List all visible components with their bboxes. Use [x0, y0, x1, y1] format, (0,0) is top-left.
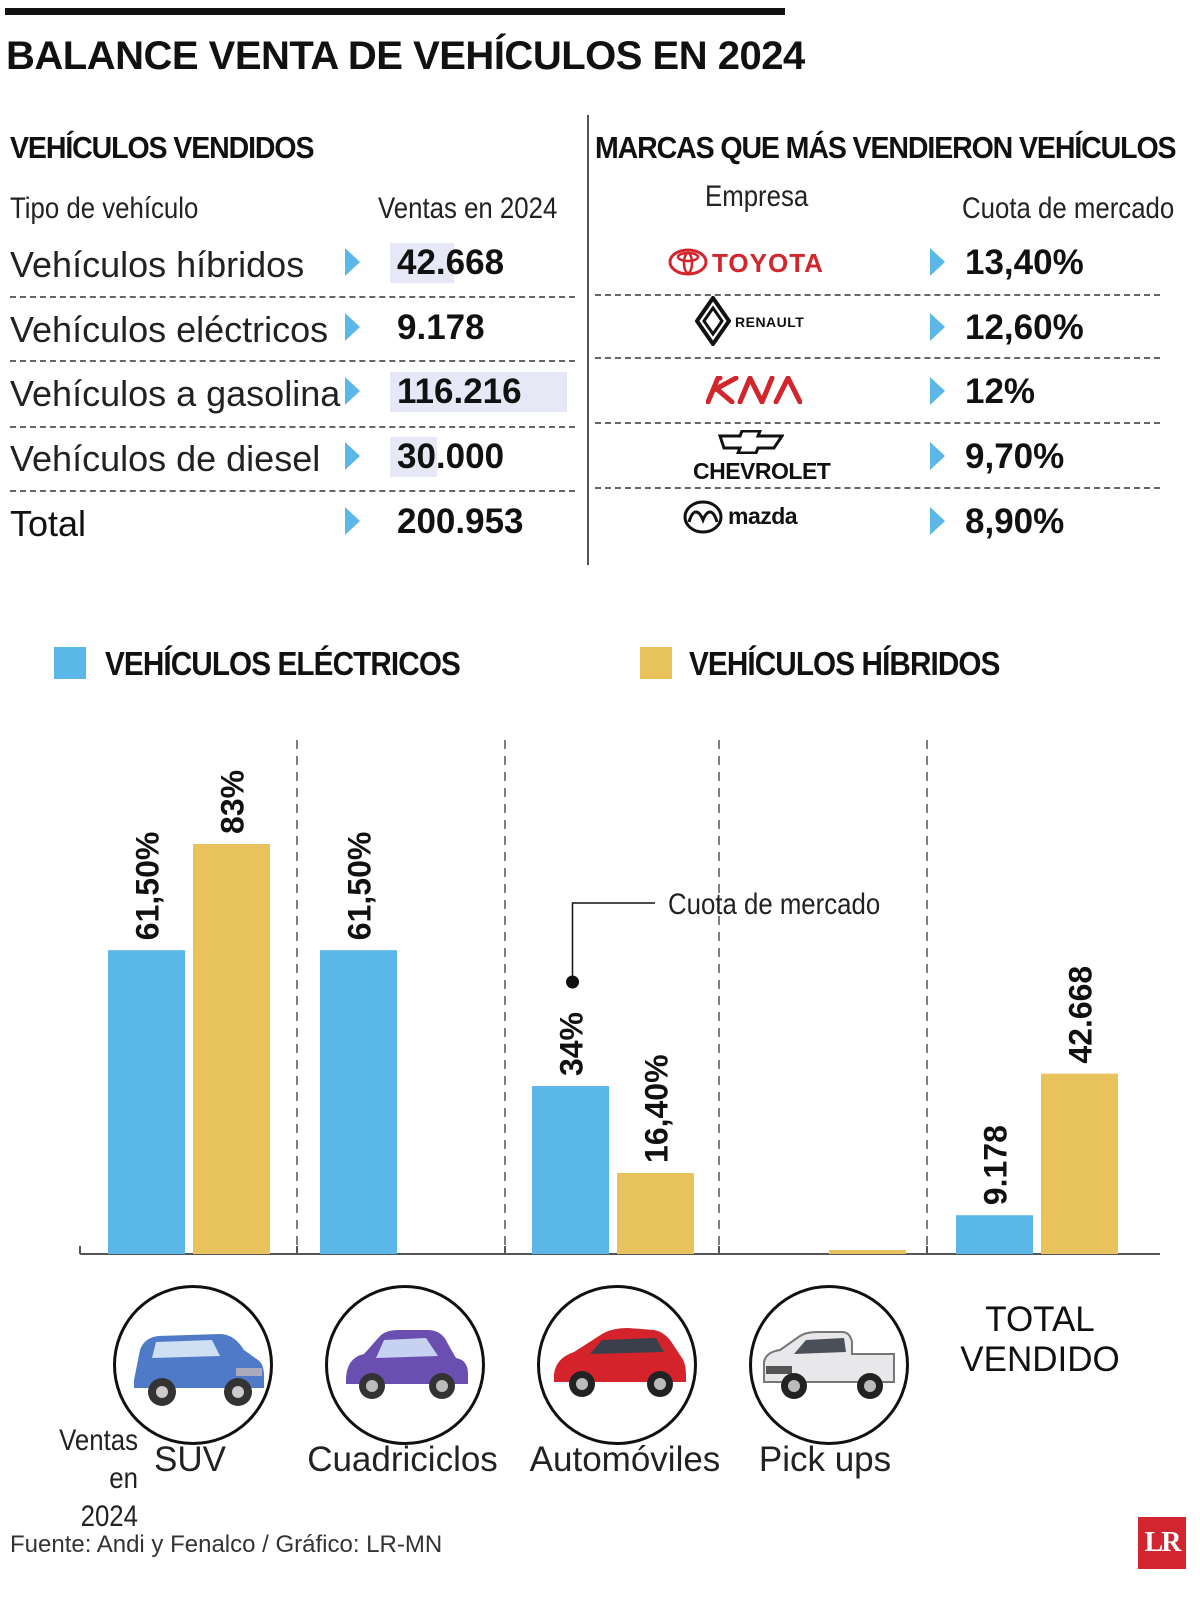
row-label-gasoline: Vehículos a gasolina: [10, 373, 341, 414]
arrow-icon: [930, 442, 945, 470]
right-col1-header: Empresa: [705, 180, 809, 213]
row-divider: [10, 296, 575, 298]
bar-electric-1: [320, 950, 397, 1254]
arrow-icon: [345, 507, 360, 535]
source-note: Fuente: Andi y Fenalco / Gráfico: LR-MN: [10, 1531, 443, 1558]
bar-electric-0: [108, 950, 185, 1254]
page-title: BALANCE VENTA DE VEHÍCULOS EN 2024: [6, 34, 805, 78]
arrow-icon: [345, 313, 360, 341]
chevrolet-name: CHEVROLET: [693, 458, 831, 484]
category-label-total: TOTAL VENDIDO: [950, 1300, 1130, 1380]
category-label-quadricycles: Cuadriciclos: [307, 1440, 498, 1479]
row-divider: [10, 426, 575, 428]
row-label-hybrid: Vehículos híbridos: [10, 244, 305, 285]
top-rule: [5, 8, 785, 15]
bar-hybrid-4: [1041, 1073, 1118, 1254]
row-value-diesel: 30.000: [390, 437, 504, 477]
chevrolet-share: 9,70%: [965, 437, 1065, 476]
mazda-logo: [683, 500, 723, 534]
data-label: 61,50%: [130, 832, 166, 941]
data-label: 61,50%: [342, 832, 378, 941]
arrow-icon: [930, 377, 945, 405]
bar-chart: 61,50% 61,50% 34% 9.178 83% 16,40% 42.668 Cuota…: [79, 740, 1160, 1255]
legend-label-hybrid: VEHÍCULOS HÍBRIDOS: [689, 645, 1000, 682]
axis-note-line2: en 2024: [80, 1462, 138, 1533]
data-label: 16,40%: [639, 1054, 675, 1163]
total-label-line1: TOTAL: [985, 1300, 1095, 1339]
renault-logo: [694, 294, 732, 348]
right-col2-header: Cuota de mercado: [962, 192, 1175, 225]
kia-logo: [705, 375, 803, 405]
bar-electric-4: [956, 1215, 1033, 1254]
data-label: 34%: [554, 1012, 590, 1076]
category-label-cars: Automóviles: [529, 1440, 721, 1479]
suv-icon: [113, 1285, 273, 1445]
axis-note: Ventas en 2024: [52, 1422, 138, 1536]
legend-label-electric: VEHÍCULOS ELÉCTRICOS: [105, 645, 461, 682]
arrow-icon: [345, 248, 360, 276]
column-divider: [587, 115, 589, 565]
legend-swatch-hybrid: [640, 647, 672, 679]
arrow-icon: [930, 248, 945, 276]
row-value-hybrid: 42.668: [390, 243, 504, 283]
mazda-share: 8,90%: [965, 502, 1065, 541]
pickup-icon: [749, 1285, 909, 1445]
left-table-title: VEHÍCULOS VENDIDOS: [10, 130, 315, 165]
category-label-pickups: Pick ups: [758, 1440, 892, 1479]
arrow-icon: [345, 442, 360, 470]
row-divider: [595, 294, 1160, 296]
legend-swatch-electric: [54, 647, 86, 679]
total-label-line2: VENDIDO: [960, 1340, 1120, 1379]
row-divider: [10, 360, 575, 362]
row-divider: [595, 487, 1160, 489]
row-label-total: Total: [10, 503, 87, 544]
kia-share: 12%: [965, 372, 1036, 411]
chevrolet-logo: [717, 429, 785, 455]
bar-hybrid-3: [829, 1250, 906, 1254]
row-divider: [595, 357, 1160, 359]
arrow-icon: [930, 313, 945, 341]
axis-note-line1: Ventas: [59, 1424, 138, 1457]
quadricycle-icon: [325, 1285, 485, 1445]
annotation-label: Cuota de mercado: [668, 887, 880, 920]
row-value-electric: 9.178: [397, 308, 485, 347]
mazda-name: mazda: [728, 503, 798, 529]
row-label-electric: Vehículos eléctricos: [10, 309, 329, 350]
data-label: 42.668: [1063, 966, 1099, 1064]
right-table-title: MARCAS QUE MÁS VENDIERON VEHÍCULOS: [595, 130, 1177, 165]
bar-electric-2: [532, 1086, 609, 1254]
left-col1-header: Tipo de vehículo: [10, 192, 199, 225]
renault-name: RENAULT: [735, 314, 805, 330]
row-divider: [595, 422, 1160, 424]
arrow-icon: [345, 377, 360, 405]
arrow-icon: [930, 507, 945, 535]
lr-logo: LR: [1138, 1517, 1186, 1569]
car-icon: [537, 1285, 697, 1445]
renault-share: 12,60%: [965, 308, 1084, 347]
row-divider: [10, 490, 575, 492]
left-col2-header: Ventas en 2024: [378, 192, 558, 225]
row-value-total: 200.953: [397, 502, 524, 541]
row-label-diesel: Vehículos de diesel: [10, 438, 321, 479]
data-label: 83%: [215, 770, 251, 834]
data-label: 9.178: [978, 1125, 1014, 1205]
bar-hybrid-2: [617, 1172, 694, 1254]
bar-hybrid-0: [193, 843, 270, 1254]
toyota-share: 13,40%: [965, 243, 1084, 282]
category-label-suv: SUV: [154, 1440, 226, 1479]
annotation-leader: [571, 902, 655, 982]
toyota-name: TOYOTA: [712, 248, 824, 278]
toyota-logo: [668, 246, 708, 278]
row-value-gasoline: 116.216: [390, 372, 567, 412]
